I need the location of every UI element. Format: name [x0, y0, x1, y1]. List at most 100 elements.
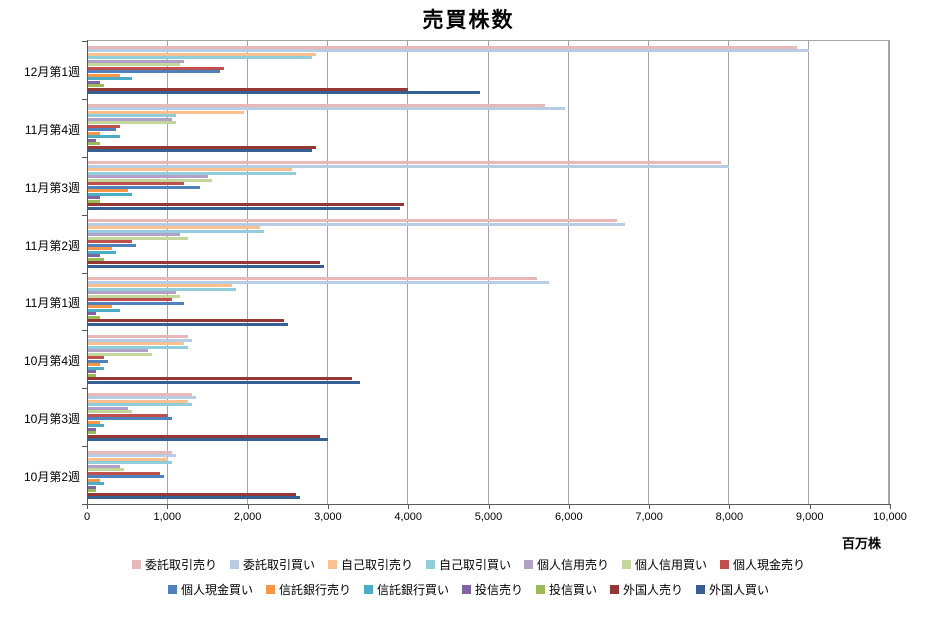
x-axis-line [87, 504, 891, 505]
x-axis-tick [568, 505, 570, 509]
bar [88, 149, 313, 153]
legend-item: 投信買い [536, 581, 597, 598]
x-axis-tick [729, 505, 731, 509]
y-axis-label: 10月第4週 [23, 354, 80, 369]
bar [88, 434, 321, 438]
bar [88, 413, 169, 417]
bar [88, 131, 100, 135]
bar [88, 464, 121, 468]
bar [88, 352, 153, 356]
bar [88, 243, 137, 247]
legend-swatch [363, 585, 373, 594]
bar [88, 359, 109, 363]
gridline [567, 41, 569, 504]
x-axis-label: 3,000 [314, 511, 342, 523]
bar [88, 175, 209, 179]
bar [88, 164, 729, 168]
bar [88, 257, 105, 261]
bar [88, 226, 261, 230]
legend-swatch [622, 560, 632, 569]
gridline [247, 41, 249, 504]
bar [88, 438, 329, 442]
bar [88, 373, 96, 377]
bar-group [88, 215, 889, 273]
y-axis-label: 11月第1週 [24, 296, 80, 311]
legend-swatch [167, 585, 177, 594]
x-axis-tick [408, 505, 410, 509]
bar-group [88, 157, 889, 215]
bar [88, 91, 481, 95]
x-axis-label: 4,000 [394, 511, 422, 523]
y-axis-tick [82, 330, 87, 332]
legend-item: 信託銀行売り [265, 581, 351, 598]
bar [88, 182, 185, 186]
bar [88, 489, 96, 493]
bar [88, 59, 185, 63]
bar [88, 280, 549, 284]
bar [88, 461, 173, 465]
bar [88, 380, 361, 384]
plot-area [87, 40, 890, 505]
legend-swatch [524, 560, 533, 569]
bar [88, 178, 213, 182]
bar [88, 305, 113, 309]
legend-label: 個人信用買い [635, 558, 708, 572]
bar [88, 471, 161, 475]
bar [88, 417, 173, 421]
bar [88, 396, 197, 400]
legend-item: 個人現金売り [720, 556, 805, 573]
gridline [407, 41, 409, 504]
legend-label: 委託取引買い [242, 558, 315, 572]
legend-row: 委託取引売り 委託取引買い 自己取引売り 自己取引買い 個人信用売り 個人信用買い 個人現金… [0, 556, 937, 573]
bar [88, 342, 185, 346]
legend-item: 委託取引売り [131, 556, 217, 573]
gridline [727, 41, 729, 504]
bar [88, 264, 325, 268]
bar [88, 206, 401, 210]
y-axis-label: 11月第2週 [24, 238, 80, 253]
bar [88, 203, 405, 207]
bar [88, 308, 121, 312]
bar [88, 168, 293, 172]
chart-title: 売買株数 [422, 9, 515, 32]
bar [88, 345, 189, 349]
legend-swatch [536, 585, 545, 594]
legend-swatch [229, 560, 239, 569]
bar [88, 66, 225, 70]
y-axis-tick [82, 504, 87, 505]
legend-label: 個人現金売り [733, 558, 806, 572]
legend-swatch [265, 585, 275, 594]
gridline [487, 41, 489, 504]
gridline [807, 41, 809, 504]
legend-label: 委託取引売り [144, 558, 217, 572]
bar [88, 240, 133, 244]
gridline [327, 41, 329, 504]
legend-item: 外国人買い [696, 581, 769, 598]
y-axis-label: 12月第1週 [23, 64, 80, 79]
legend-item: 信託銀行買い [363, 581, 449, 598]
bar [88, 233, 181, 237]
y-axis-tick [82, 388, 87, 390]
legend-label: 投信売り [474, 583, 523, 597]
bar [88, 363, 100, 367]
x-axis-tick [247, 505, 249, 509]
bar [88, 121, 177, 125]
bar [88, 420, 100, 424]
bar [88, 450, 173, 454]
bar [88, 247, 113, 251]
x-axis-label: 2,000 [233, 511, 262, 523]
bar [88, 406, 129, 410]
bar [88, 315, 100, 319]
bar [88, 254, 100, 258]
legend-label: 個人信用売り [537, 558, 610, 572]
legend-label: 信託銀行売り [278, 583, 351, 597]
bar [88, 287, 237, 291]
bar [88, 366, 105, 370]
gridline [167, 41, 169, 504]
legend: 委託取引売り 委託取引買い 自己取引売り 自己取引買い 個人信用売り 個人信用買い 個人現金… [0, 556, 937, 606]
x-axis-label: 6,000 [555, 511, 583, 523]
bar [88, 424, 105, 428]
legend-label: 自己取引買い [438, 558, 511, 572]
legend-item: 投信売り [461, 581, 523, 598]
legend-label: 外国人売り [623, 583, 684, 597]
